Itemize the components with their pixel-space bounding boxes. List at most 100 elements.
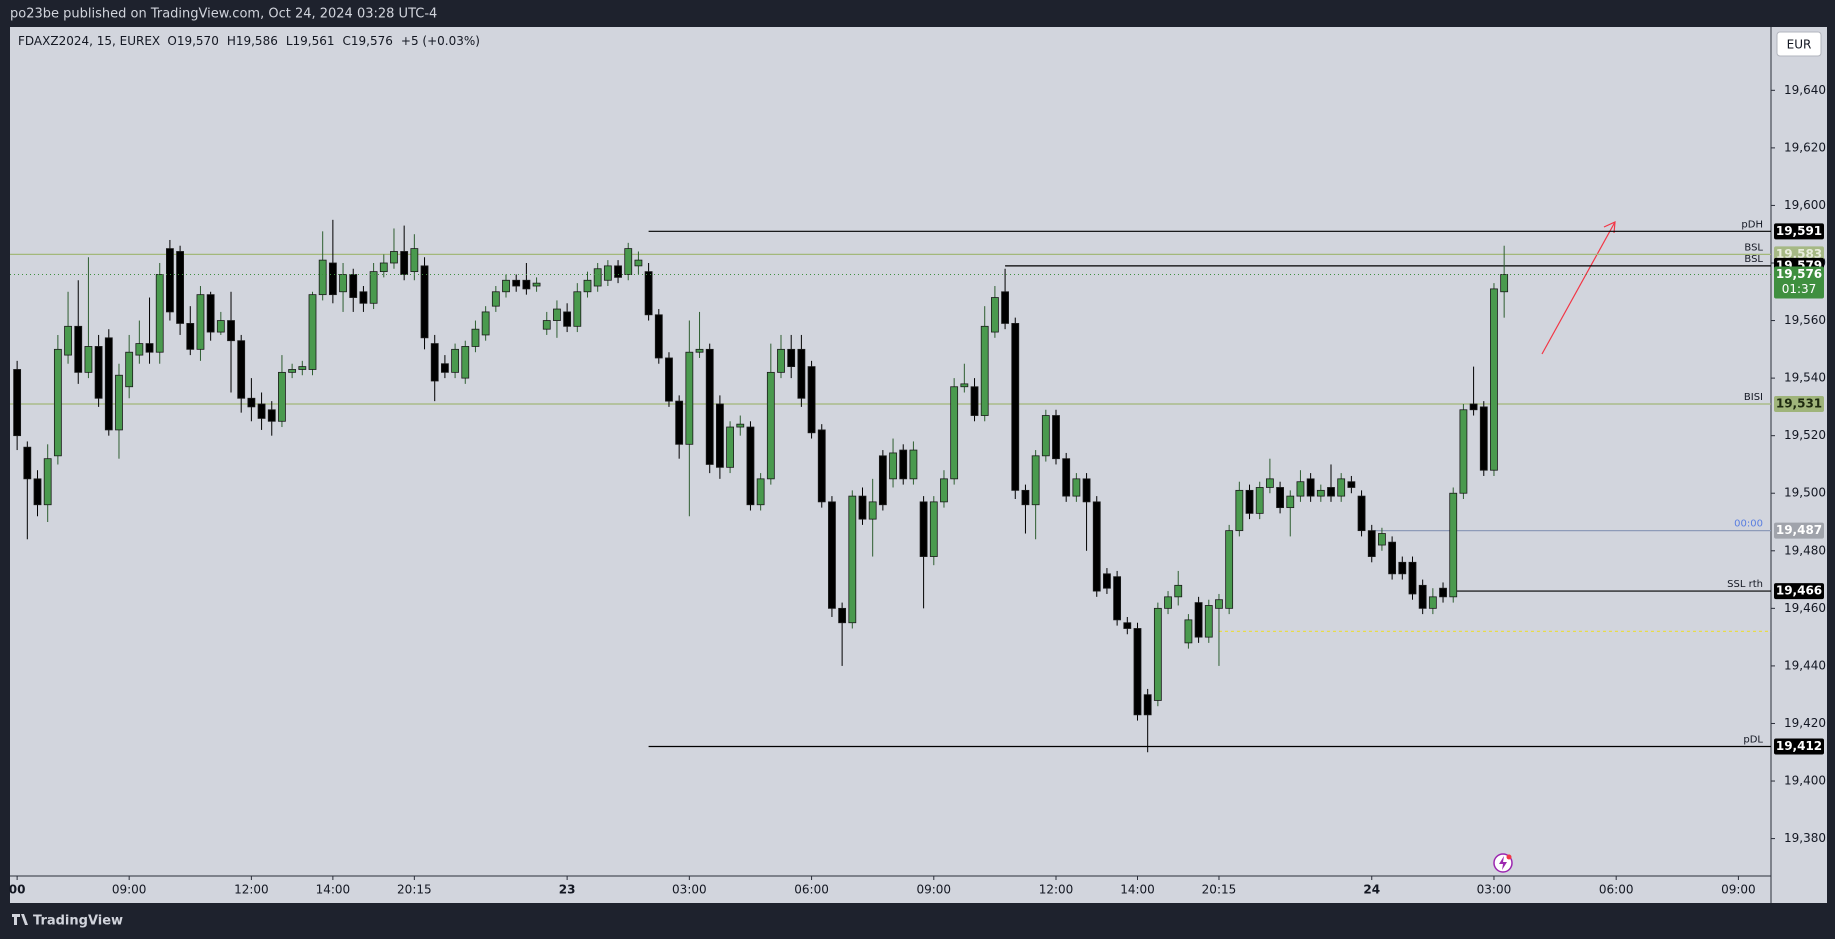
level-price-box (1774, 738, 1824, 755)
candle-body (1062, 458, 1071, 497)
candle-body (23, 446, 32, 480)
legend-ohlc: C19,576 (343, 34, 393, 48)
header-title: po23be published on TradingView.com, Oct… (10, 7, 437, 22)
candle-body (1225, 530, 1234, 609)
candle-body (858, 495, 867, 520)
candle-body (726, 426, 734, 468)
candle-body (532, 282, 541, 287)
candle-body (145, 343, 154, 353)
candle-body (1439, 587, 1447, 598)
candle-body (1031, 455, 1040, 506)
y-tick-label: 19,640 (1784, 83, 1826, 97)
candle-body (328, 262, 337, 296)
candle-body (665, 357, 673, 402)
candle-body (1082, 478, 1091, 503)
candle-body (970, 386, 979, 416)
candle-body (288, 369, 297, 373)
x-tick-label: 06:00 (1599, 883, 1634, 897)
brand: TradingView (33, 914, 123, 929)
candle-body (491, 291, 500, 307)
currency-button[interactable] (1776, 31, 1822, 57)
candle-body (64, 325, 72, 356)
price-axis (1771, 27, 1827, 903)
candle-body (441, 363, 449, 373)
candle-body (339, 274, 347, 293)
y-tick-label: 19,560 (1784, 313, 1826, 327)
level-label: 00:00 (1734, 519, 1763, 530)
legend: FDAXZ2024, 15, EUREX O19,570 H19,586 L19,56… (18, 34, 480, 48)
x-tick-label: 12:00 (1039, 883, 1074, 897)
brand-logo (12, 914, 28, 925)
candle-body (53, 348, 62, 457)
candle-body (756, 478, 765, 506)
candle-body (1469, 403, 1478, 411)
x-tick-label: 24 (1363, 883, 1380, 897)
candle-body (787, 348, 796, 368)
candle-body (603, 265, 612, 281)
candle-body (593, 268, 602, 287)
candle-body (135, 343, 144, 356)
candle-body (868, 501, 877, 520)
candle-body (1184, 619, 1193, 644)
candle-body (1133, 628, 1142, 716)
level-label: BSL (1744, 254, 1763, 265)
candle-body (563, 311, 572, 327)
level-price-label: 19,531 (1776, 397, 1822, 411)
candle-body (766, 371, 775, 480)
x-tick-label: 03:00 (1477, 883, 1512, 897)
countdown: 01:37 (1782, 282, 1817, 296)
pane (10, 27, 1771, 876)
level-price-box (1774, 583, 1824, 600)
candle-body (298, 366, 307, 370)
x-tick-label: 23 (559, 883, 576, 897)
candle-body (390, 251, 398, 264)
candle-body (1164, 596, 1172, 609)
candle-body (1408, 561, 1417, 595)
candle-body (736, 423, 745, 428)
level-price-label: 19,487 (1776, 523, 1822, 537)
x-tick-label: 09:00 (1721, 883, 1756, 897)
candle-body (461, 346, 470, 379)
candle-body (1235, 489, 1244, 532)
level-price-label: 19,583 (1776, 247, 1822, 261)
currency: EUR (1787, 38, 1812, 52)
event-icon-bolt (1499, 856, 1507, 870)
candle-body (654, 314, 663, 359)
y-tick-label: 19,500 (1784, 486, 1826, 500)
candle-body (186, 323, 195, 350)
candle-body (1500, 274, 1509, 293)
level-price-box (1774, 396, 1824, 413)
candle-body (746, 426, 755, 506)
legend-ohlc: H19,586 (227, 34, 278, 48)
legend-ohlc: O19,570 (167, 34, 218, 48)
candle-body (624, 248, 633, 275)
y-tick-label: 19,540 (1784, 371, 1826, 385)
candle-body (929, 501, 938, 557)
candle-body (115, 374, 123, 431)
candle-body (267, 409, 276, 422)
candle-body (553, 308, 561, 321)
candle-body (909, 449, 918, 480)
candle-body (359, 291, 368, 304)
candle-body (166, 248, 174, 313)
level-price-box (1774, 522, 1824, 539)
legend-symbol: FDAXZ2024, 15, EUREX (18, 34, 160, 48)
candle-body (1306, 478, 1315, 497)
candle-body (1265, 478, 1274, 488)
candle-body (715, 403, 724, 468)
candle-body (919, 501, 928, 557)
candle-body (614, 265, 622, 278)
candle-body (379, 262, 388, 273)
candle-body (1388, 541, 1397, 575)
candle-body (573, 291, 582, 327)
candle-body (257, 403, 266, 419)
y-tick-label: 19,420 (1784, 716, 1826, 730)
candle-body (980, 325, 989, 416)
candle-body (1194, 602, 1203, 638)
candle-body (990, 297, 999, 333)
x-tick-label: 20:15 (1202, 883, 1237, 897)
candle-body (155, 274, 164, 353)
candle-body (1153, 607, 1162, 701)
candle-body (420, 265, 429, 339)
candle-body (1204, 605, 1213, 638)
